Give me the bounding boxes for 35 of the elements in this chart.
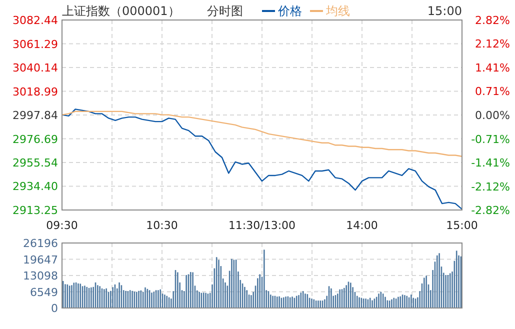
y-tick-label: 6549	[30, 286, 58, 299]
y-tick-label: 0	[51, 302, 58, 315]
y2-tick-label: 2.82%	[475, 14, 510, 27]
x-tick-label: 10:30	[146, 219, 178, 232]
y-tick-label: 3018.99	[12, 85, 58, 98]
y-tick-label: 3040.14	[12, 62, 58, 75]
y2-tick-label: -1.41%	[471, 156, 510, 170]
x-tick-label: 14:00	[346, 219, 378, 232]
y-tick-label: 3061.29	[12, 38, 58, 51]
line-series	[61, 108, 463, 210]
y2-tick-label: 2.12%	[475, 38, 510, 51]
chart-title: 上证指数（000001）	[62, 4, 180, 18]
y-tick-label: 3082.44	[12, 14, 58, 27]
x-tick-label: 11:30/13:00	[228, 219, 296, 232]
y-tick-label: 19647	[23, 253, 58, 266]
legend-label: 均线	[325, 4, 350, 18]
text: 15:00	[427, 4, 462, 18]
y-tick-label: 2934.40	[12, 180, 58, 194]
y-tick-label: 2997.84	[12, 109, 58, 122]
y2-tick-label: 1.41%	[475, 62, 510, 74]
y-tick-label: 2955.54	[12, 156, 58, 170]
y2-tick-label: 0.00%	[475, 109, 510, 122]
legend-label: 价格	[277, 4, 302, 18]
x-tick-label: 09:30	[46, 219, 78, 232]
x-tick-label: 15:00	[446, 219, 478, 232]
y-tick-label: 2976.69	[12, 132, 58, 146]
y-tick-label: 2913.25	[12, 204, 58, 217]
y-tick-label: 13098	[23, 270, 58, 282]
y2-tick-label: -2.82%	[471, 204, 510, 217]
y-tick-label: 26196	[23, 237, 58, 250]
line-series	[61, 110, 463, 157]
y2-tick-label: -0.71%	[471, 132, 510, 146]
y2-tick-label: -2.12%	[471, 180, 510, 194]
y2-tick-label: 0.71%	[475, 85, 510, 98]
chart-subtitle: 分时图	[207, 4, 243, 18]
